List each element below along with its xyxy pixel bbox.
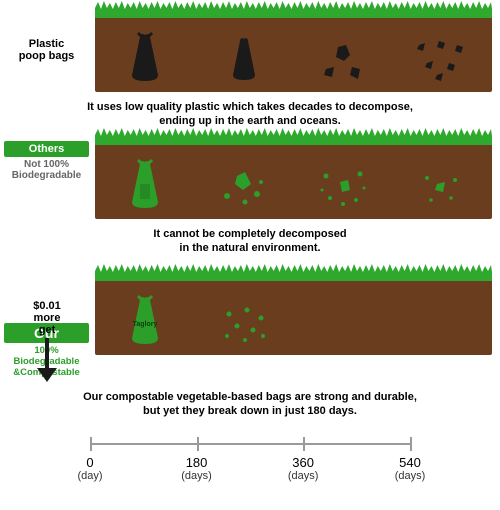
- our-bag-stage-1: Taglory: [110, 290, 180, 350]
- timeline-tick: [90, 437, 92, 451]
- label-plastic: Plastic poop bags: [0, 10, 95, 66]
- label-plastic-text: Plastic poop bags: [4, 38, 89, 62]
- timeline-tick: [303, 437, 305, 451]
- timeline-tick: [197, 437, 199, 451]
- plastic-bag-stage-3: [308, 27, 378, 87]
- plastic-bag-stage-1: [110, 27, 180, 87]
- timeline-label: 540(days): [380, 455, 440, 482]
- svg-text:Taglory: Taglory: [132, 321, 157, 328]
- caption-our: Our compostable vegetable-based bags are…: [0, 386, 500, 427]
- price-note: $0.01 more get: [12, 300, 82, 385]
- label-others-sub: Not 100% Biodegradable: [4, 159, 89, 181]
- soil-others: [95, 137, 492, 219]
- timeline-label: 360(days): [273, 455, 333, 482]
- our-bag-stage-4: [407, 290, 477, 350]
- others-bag-stage-1: [110, 154, 180, 214]
- grass-icon: [95, 127, 492, 145]
- our-bag-stage-2: [209, 290, 279, 350]
- timeline-tick: [410, 437, 412, 451]
- timeline: 0(day) 180(days) 360(days) 540(days): [90, 433, 410, 483]
- timeline-label: 180(days): [167, 455, 227, 482]
- soil-our: Taglory: [95, 273, 492, 355]
- arrow-down-icon: [35, 338, 59, 382]
- row-plastic: Plastic poop bags: [0, 10, 500, 92]
- label-others: Others Not 100% Biodegradable: [0, 137, 95, 185]
- soil-plastic: [95, 10, 492, 92]
- others-bag-stage-2: [209, 154, 279, 214]
- label-others-main: Others: [4, 141, 89, 157]
- plastic-bag-stage-4: [407, 27, 477, 87]
- grass-icon: [95, 263, 492, 281]
- timeline-label: 0(day): [60, 455, 120, 482]
- others-bag-stage-4: [407, 154, 477, 214]
- others-bag-stage-3: [308, 154, 378, 214]
- timeline-bar: [90, 443, 410, 445]
- our-bag-stage-3: [308, 290, 378, 350]
- plastic-bag-stage-2: [209, 27, 279, 87]
- caption-others: It cannot be completely decomposed in th…: [0, 223, 500, 264]
- row-others: Others Not 100% Biodegradable: [0, 137, 500, 219]
- grass-icon: [95, 0, 492, 18]
